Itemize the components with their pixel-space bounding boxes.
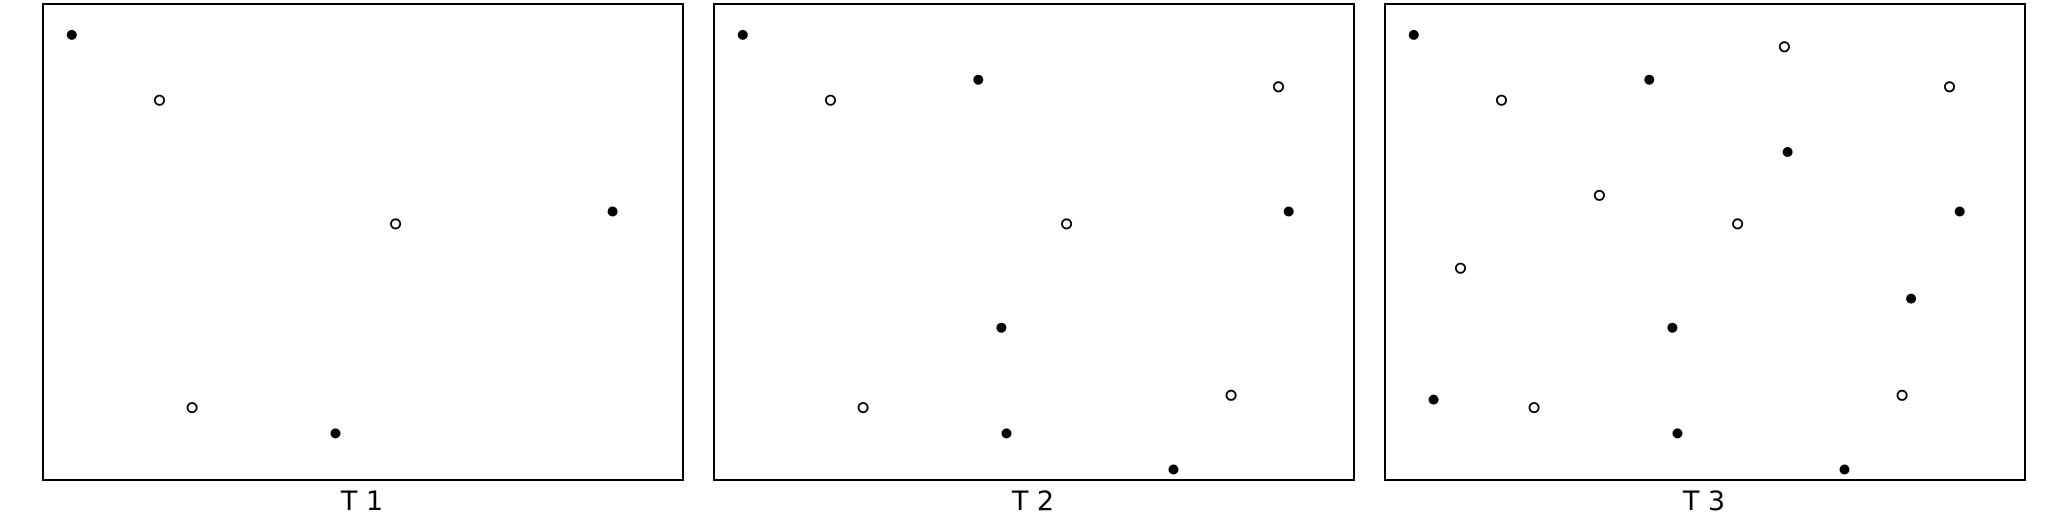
filled-point-6 [1283,206,1294,217]
filled-point-11 [1168,464,1179,475]
filled-point-16 [1672,428,1683,439]
hollow-point-10 [1455,262,1467,274]
hollow-point-5 [1061,218,1073,230]
hollow-point-2 [154,94,166,106]
filled-point-13 [1428,394,1439,405]
hollow-point-14 [1528,402,1540,414]
filled-point-9 [1954,206,1965,217]
hollow-point-9 [1225,389,1237,401]
filled-point-17 [1839,464,1850,475]
hollow-point-4 [1273,81,1285,93]
panel-label: T 1 [340,486,384,517]
filled-point-1 [1408,29,1419,40]
hollow-point-5 [186,402,198,414]
panel-label: T 3 [1682,486,1726,517]
hollow-point-3 [390,218,402,230]
plot-area-t3 [1384,3,2026,481]
filled-point-1 [737,29,748,40]
points-group [737,29,1294,475]
panel-t2: T 2 [713,0,1393,520]
filled-point-11 [1906,293,1917,304]
panel-label: T 2 [1011,486,1055,517]
filled-point-10 [1001,428,1012,439]
filled-point-4 [1644,74,1655,85]
points-group [1408,29,1965,475]
points-group [66,29,618,439]
hollow-point-15 [1896,389,1908,401]
hollow-point-7 [1593,189,1605,201]
filled-point-3 [973,74,984,85]
hollow-point-2 [825,94,837,106]
hollow-point-2 [1778,41,1790,53]
plot-area-t1 [42,3,684,481]
filled-point-1 [66,29,77,40]
hollow-point-8 [857,402,869,414]
filled-point-6 [330,428,341,439]
panel-t3: T 3 [1384,0,2046,520]
plot-frame [1384,3,2026,481]
hollow-point-8 [1732,218,1744,230]
filled-point-7 [996,322,1007,333]
plot-area-t2 [713,3,1355,481]
panel-t1: T 1 [42,0,722,520]
filled-point-12 [1667,322,1678,333]
plot-frame [42,3,684,481]
plot-frame [713,3,1355,481]
hollow-point-5 [1944,81,1956,93]
hollow-point-3 [1496,94,1508,106]
filled-point-6 [1782,147,1793,157]
filled-point-4 [607,206,618,217]
